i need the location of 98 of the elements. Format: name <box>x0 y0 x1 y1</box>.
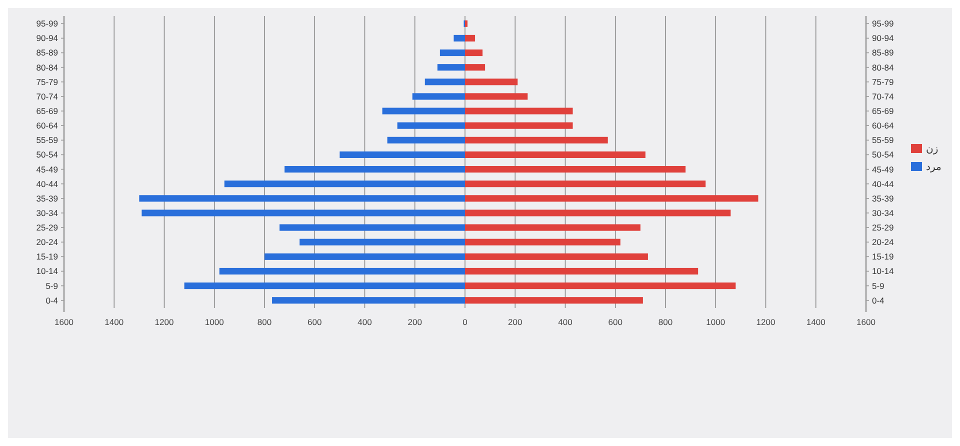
x-tick-label: 1000 <box>204 317 224 327</box>
x-tick-label: 1400 <box>104 317 124 327</box>
y-tick-label: 65-69 <box>36 106 58 116</box>
bar <box>424 78 465 86</box>
y-tick-label: 80-84 <box>36 62 58 72</box>
y2-tick-label: 95-99 <box>872 18 894 29</box>
bar <box>412 93 465 100</box>
bar <box>465 93 528 100</box>
bar <box>465 238 620 246</box>
y-tick-label: 30-34 <box>36 208 58 218</box>
x-tick-label: 600 <box>608 317 623 327</box>
y-tick-label: 10-14 <box>36 266 58 276</box>
bar <box>465 78 518 86</box>
x-tick-label: 1600 <box>856 317 876 327</box>
bar <box>454 34 465 42</box>
x-tick-label: 1400 <box>806 317 826 327</box>
bar <box>465 180 706 188</box>
bar <box>465 122 573 129</box>
y2-tick-label: 90-94 <box>872 33 894 44</box>
y-tick-label: 55-59 <box>36 135 58 146</box>
x-tick-label: 200 <box>408 317 422 327</box>
x-tick-label: 400 <box>358 317 372 327</box>
y-tick-label: 25-29 <box>36 222 58 233</box>
y-tick-label: 5-9 <box>46 280 58 291</box>
bar <box>387 136 465 144</box>
y2-tick-label: 10-14 <box>872 266 894 276</box>
bar <box>465 49 483 56</box>
y-tick-label: 50-54 <box>36 150 58 160</box>
x-tick-label: 600 <box>308 317 322 327</box>
y-tick-label: 95-99 <box>36 18 58 29</box>
y2-tick-label: 60-64 <box>872 120 894 131</box>
x-tick-label: 1000 <box>706 317 726 327</box>
y-tick-label: 75-79 <box>36 76 58 87</box>
y2-tick-label: 35-39 <box>872 193 894 204</box>
bar <box>272 297 465 304</box>
bar <box>465 64 486 71</box>
bar <box>440 49 465 56</box>
bar <box>465 151 646 158</box>
legend-label: زن <box>926 144 938 155</box>
x-tick-label: 800 <box>658 317 673 327</box>
bar <box>219 268 465 275</box>
bar <box>397 122 465 129</box>
bar <box>437 64 465 71</box>
bar <box>465 34 476 42</box>
bar <box>465 224 640 231</box>
y-tick-label: 35-39 <box>36 193 58 204</box>
legend-label: مرد <box>926 162 942 173</box>
bar <box>465 195 758 202</box>
y2-tick-label: 70-74 <box>872 91 894 102</box>
y-tick-label: 40-44 <box>36 178 58 189</box>
y-tick-label: 90-94 <box>36 33 58 44</box>
bar <box>465 108 573 114</box>
bar <box>184 282 465 290</box>
y-tick-label: 0-4 <box>46 295 58 306</box>
bar <box>465 253 648 260</box>
y2-tick-label: 15-19 <box>872 252 894 262</box>
y2-tick-label: 20-24 <box>872 237 894 248</box>
bar <box>465 268 698 275</box>
y2-tick-label: 40-44 <box>872 178 894 189</box>
y2-tick-label: 45-49 <box>872 164 894 174</box>
bar <box>465 297 643 304</box>
bar <box>340 151 465 158</box>
bar <box>139 195 465 202</box>
y2-tick-label: 25-29 <box>872 222 894 233</box>
bar <box>382 108 465 114</box>
bar <box>465 166 686 173</box>
x-tick-label: 1200 <box>154 317 174 327</box>
x-tick-label: 400 <box>558 317 573 327</box>
x-tick-label: 200 <box>508 317 522 327</box>
bar <box>465 20 468 27</box>
bar <box>284 166 465 173</box>
y2-tick-label: 80-84 <box>872 62 894 72</box>
bar <box>280 224 465 231</box>
y-tick-label: 60-64 <box>36 120 58 131</box>
bar <box>465 282 736 290</box>
x-tick-label: 0 <box>462 317 468 327</box>
bar <box>142 210 465 216</box>
y2-tick-label: 65-69 <box>872 106 894 116</box>
y2-tick-label: 0-4 <box>872 295 885 306</box>
x-tick-label: 800 <box>257 317 272 327</box>
bar <box>465 136 608 144</box>
y-tick-label: 15-19 <box>36 252 58 262</box>
x-tick-label: 1200 <box>756 317 776 327</box>
y2-tick-label: 5-9 <box>872 280 885 291</box>
bar <box>224 180 465 188</box>
y-tick-label: 45-49 <box>36 164 58 174</box>
bar <box>465 210 731 216</box>
y2-tick-label: 75-79 <box>872 76 894 87</box>
y2-tick-label: 55-59 <box>872 135 894 146</box>
y-tick-label: 70-74 <box>36 91 58 102</box>
bar <box>264 253 465 260</box>
y-tick-label: 85-89 <box>36 48 58 58</box>
y-tick-label: 20-24 <box>36 237 58 248</box>
y2-tick-label: 85-89 <box>872 48 894 58</box>
bar <box>300 238 465 246</box>
y2-tick-label: 30-34 <box>872 208 894 218</box>
y2-tick-label: 50-54 <box>872 150 894 160</box>
x-tick-label: 1600 <box>54 317 74 327</box>
